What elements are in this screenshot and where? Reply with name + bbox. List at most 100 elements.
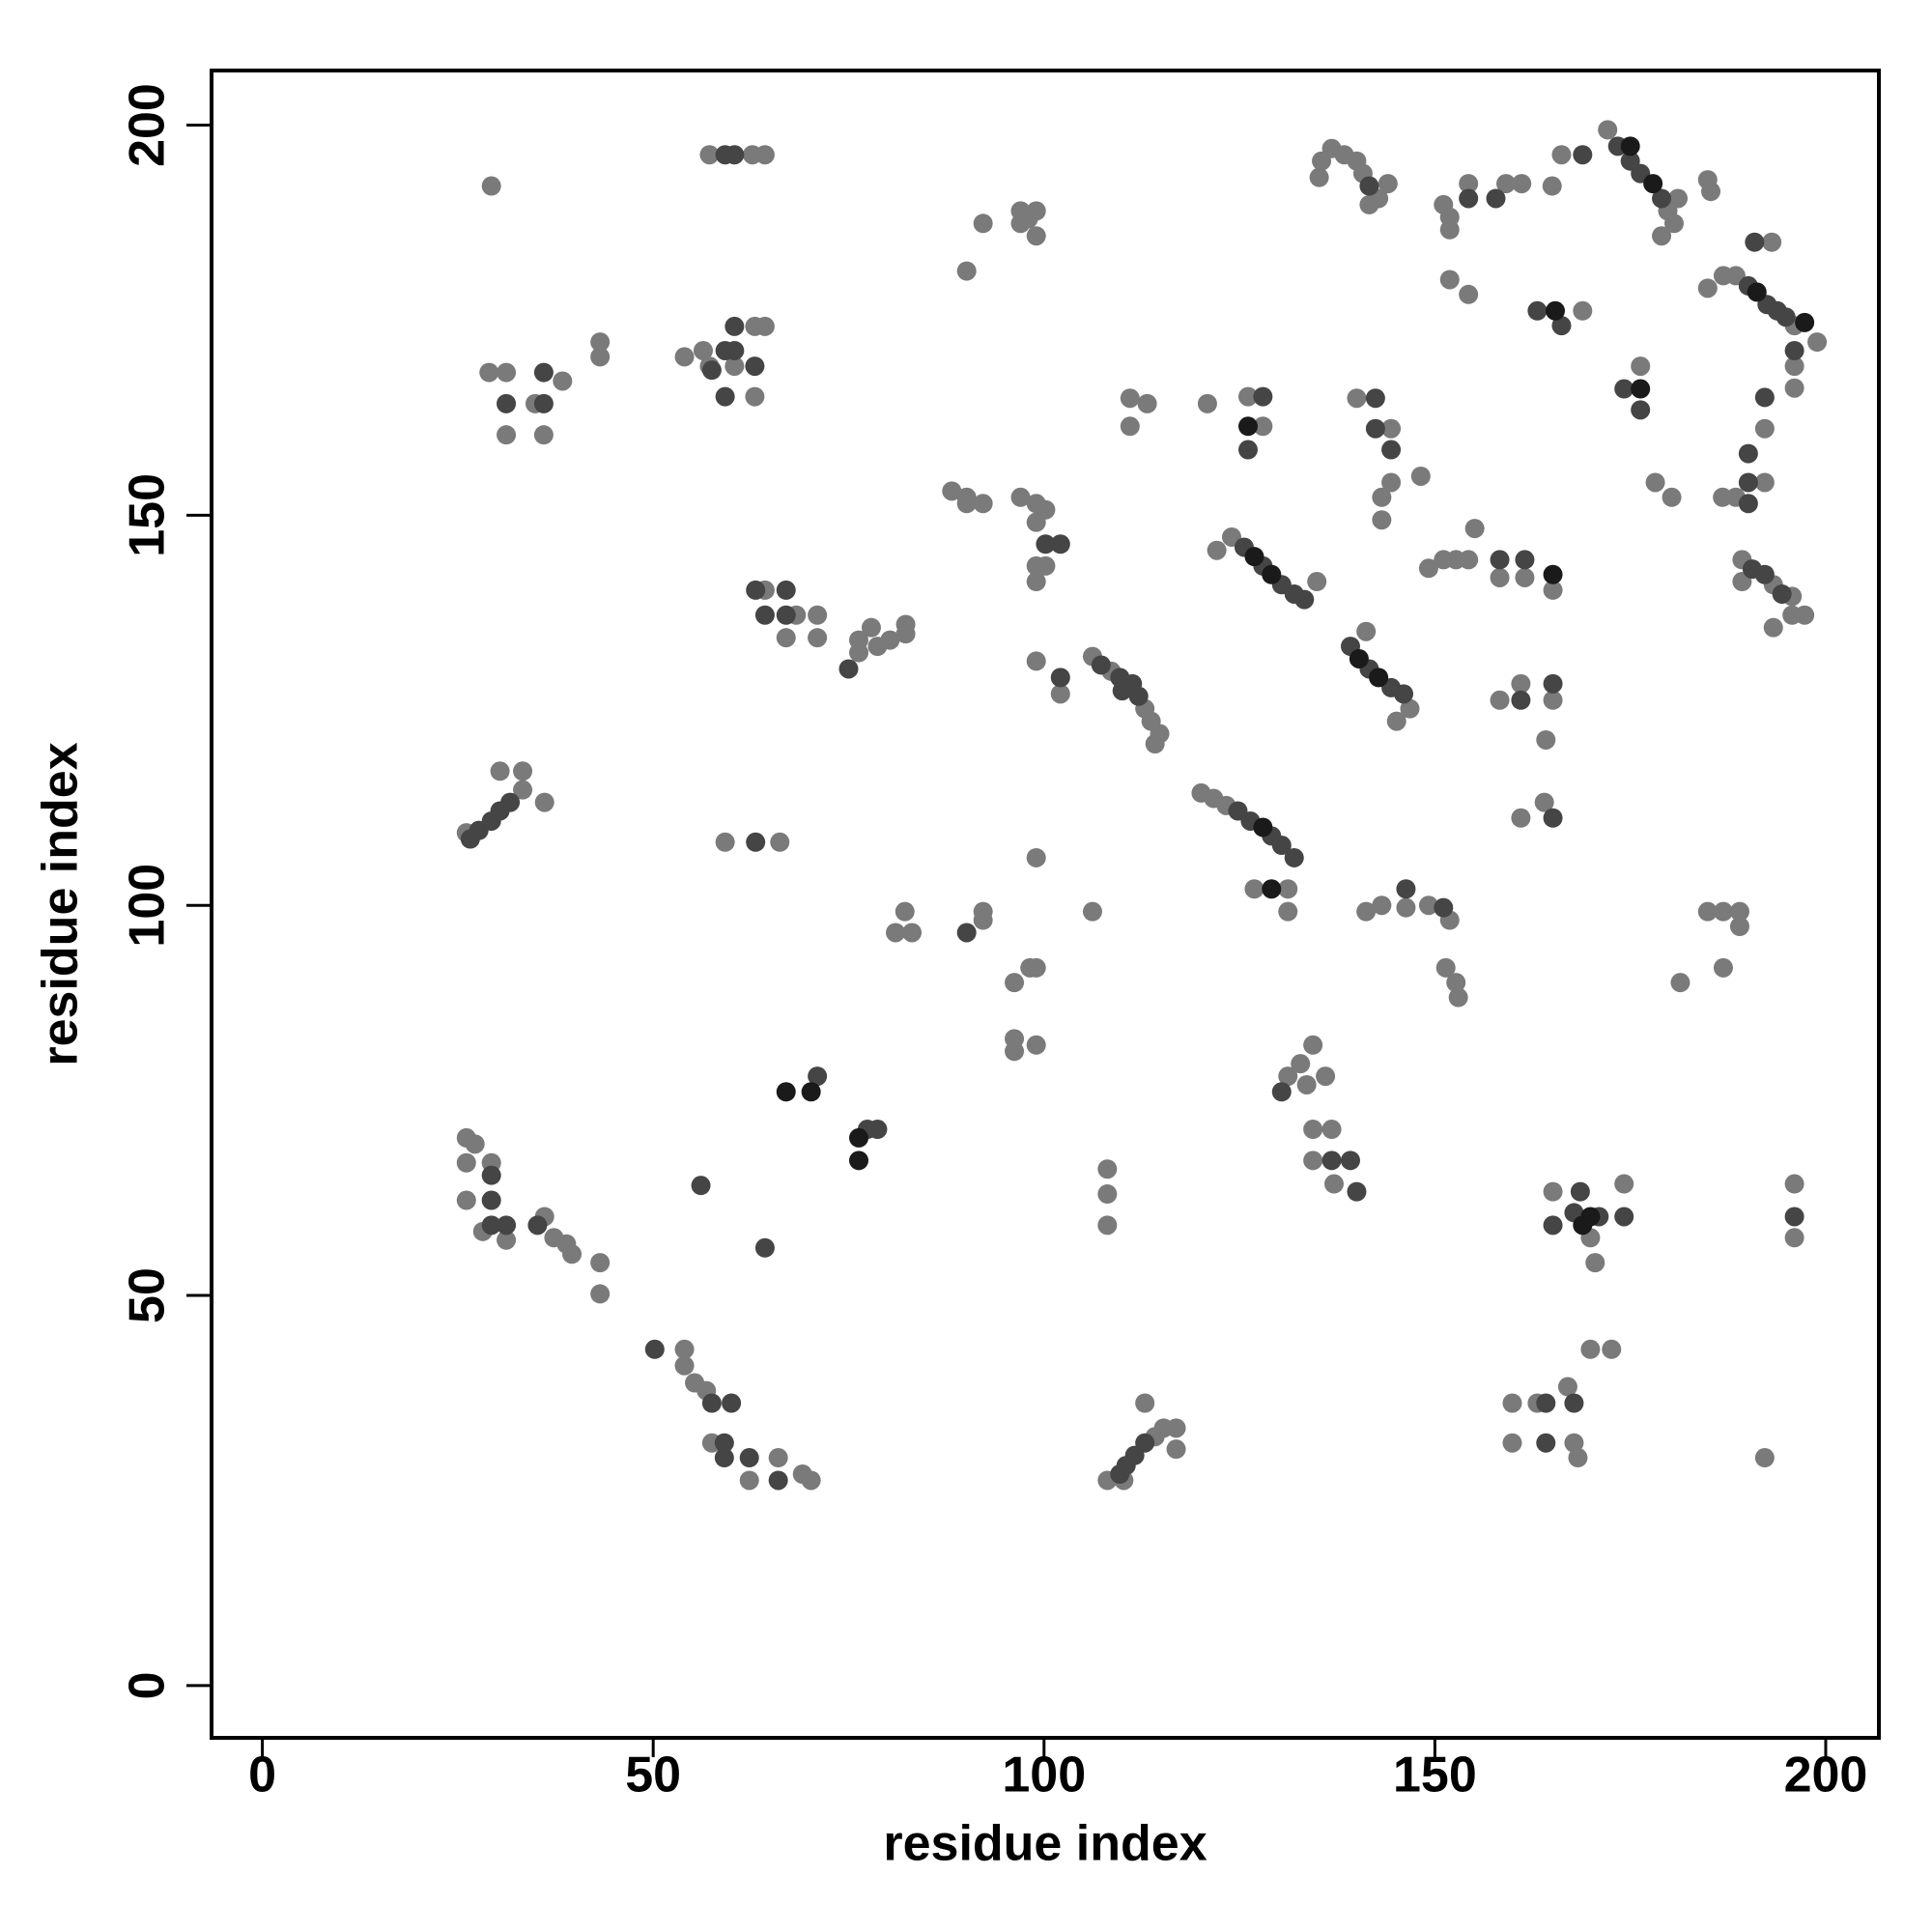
point bbox=[1754, 472, 1775, 493]
point bbox=[754, 145, 775, 165]
point bbox=[808, 628, 828, 648]
point bbox=[674, 1355, 695, 1376]
point bbox=[1502, 1433, 1522, 1453]
point bbox=[1763, 617, 1783, 638]
point bbox=[1772, 583, 1792, 604]
point bbox=[1316, 1066, 1336, 1087]
point bbox=[1754, 1448, 1775, 1468]
point bbox=[942, 481, 962, 501]
point bbox=[1396, 897, 1416, 918]
point bbox=[1543, 808, 1563, 828]
point bbox=[1303, 1120, 1323, 1140]
point bbox=[1356, 621, 1377, 641]
point bbox=[754, 316, 775, 336]
point bbox=[714, 1448, 734, 1468]
point bbox=[1652, 226, 1672, 246]
point bbox=[1145, 734, 1165, 754]
x-axis-title: residue index bbox=[883, 1816, 1207, 1872]
point bbox=[465, 1134, 485, 1154]
point bbox=[553, 371, 573, 391]
point bbox=[1738, 472, 1758, 493]
point bbox=[1386, 711, 1406, 731]
point bbox=[745, 356, 765, 377]
point bbox=[724, 356, 745, 377]
point bbox=[1026, 512, 1046, 532]
point bbox=[1713, 901, 1733, 922]
point bbox=[880, 630, 900, 650]
point bbox=[739, 1448, 759, 1468]
point bbox=[674, 347, 695, 367]
point bbox=[1278, 901, 1298, 922]
point bbox=[973, 494, 993, 514]
point bbox=[973, 213, 993, 234]
point bbox=[956, 923, 977, 943]
point bbox=[1262, 879, 1282, 899]
point bbox=[1663, 213, 1684, 234]
point bbox=[1738, 443, 1758, 464]
point bbox=[693, 340, 713, 360]
point bbox=[1490, 690, 1510, 710]
point bbox=[867, 1120, 888, 1140]
point bbox=[1738, 494, 1758, 514]
point bbox=[1754, 387, 1775, 408]
point bbox=[1446, 973, 1466, 993]
point bbox=[1372, 895, 1392, 916]
point bbox=[1580, 1339, 1601, 1359]
point bbox=[1542, 176, 1562, 196]
point bbox=[481, 1215, 501, 1236]
point bbox=[1643, 174, 1663, 194]
point bbox=[691, 1176, 711, 1196]
point bbox=[1551, 145, 1572, 165]
point bbox=[1551, 316, 1572, 336]
point bbox=[1372, 510, 1392, 530]
point bbox=[1614, 379, 1634, 399]
point bbox=[513, 761, 533, 781]
point bbox=[1010, 487, 1031, 507]
point bbox=[1697, 278, 1718, 298]
point bbox=[724, 145, 745, 165]
point bbox=[1464, 519, 1485, 539]
point bbox=[1237, 386, 1258, 407]
x-tick-label: 100 bbox=[1002, 1747, 1086, 1804]
point bbox=[808, 1066, 828, 1087]
point bbox=[497, 362, 517, 383]
point bbox=[1496, 174, 1517, 194]
point bbox=[1435, 957, 1456, 978]
point bbox=[1511, 673, 1531, 694]
point bbox=[956, 261, 977, 281]
point bbox=[1278, 879, 1298, 899]
point bbox=[1543, 690, 1563, 710]
point bbox=[533, 425, 554, 445]
x-tick-label: 0 bbox=[248, 1747, 276, 1804]
point bbox=[500, 792, 521, 812]
point bbox=[1137, 393, 1157, 413]
point bbox=[590, 1253, 611, 1273]
point bbox=[1303, 1151, 1323, 1171]
point bbox=[1459, 174, 1479, 194]
point bbox=[1128, 686, 1149, 706]
point bbox=[1614, 1207, 1634, 1227]
x-tick-label: 50 bbox=[625, 1747, 681, 1804]
point bbox=[956, 494, 977, 514]
point bbox=[534, 792, 554, 812]
point bbox=[886, 923, 906, 943]
x-tick-label: 200 bbox=[1784, 1747, 1868, 1804]
point bbox=[1323, 1174, 1344, 1194]
point bbox=[1050, 534, 1070, 554]
point bbox=[1745, 232, 1765, 252]
point bbox=[1534, 792, 1554, 812]
point bbox=[533, 393, 554, 413]
point bbox=[1097, 1159, 1118, 1179]
point bbox=[1536, 1433, 1556, 1453]
point bbox=[1729, 917, 1749, 937]
point bbox=[801, 1082, 821, 1102]
point bbox=[1321, 1151, 1342, 1171]
y-axis-title: residue index bbox=[33, 742, 89, 1065]
point bbox=[1244, 879, 1264, 899]
point bbox=[1418, 895, 1438, 916]
point bbox=[1543, 564, 1563, 584]
point bbox=[1564, 1393, 1584, 1413]
point bbox=[674, 1339, 695, 1359]
point bbox=[770, 832, 790, 852]
point bbox=[1543, 673, 1563, 694]
